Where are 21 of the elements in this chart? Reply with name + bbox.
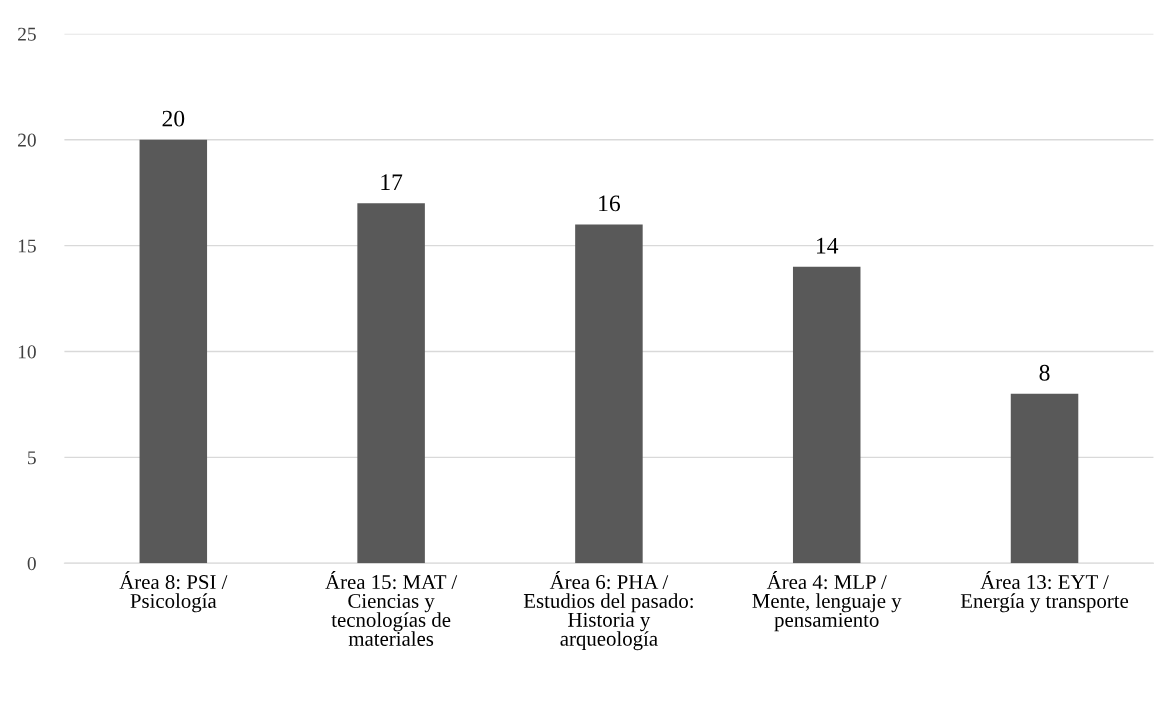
bar (1010, 393, 1079, 564)
x-tick-label: Área 6: PHA / Estudios del pasado: Historia y arqueología (523, 571, 693, 651)
x-tick-label: Área 4: MLP / Mente, lenguaje y pensamiento (752, 571, 902, 632)
data-label: 8 (1039, 364, 1050, 381)
y-tick-label: 15 (18, 239, 36, 253)
bar (792, 266, 861, 564)
x-tick-label: Área 15: MAT / Ciencias y tecnologías de materiales (325, 571, 458, 646)
data-label: 14 (817, 237, 839, 254)
x-tick-label: Área 8: PSI / Psicología (119, 571, 228, 613)
data-label: 17 (381, 174, 403, 190)
bar (357, 203, 425, 564)
bar (575, 224, 643, 564)
y-tick-label: 0 (27, 557, 36, 571)
data-label: 16 (599, 195, 621, 212)
y-tick-label: 5 (28, 451, 36, 465)
bar (139, 139, 208, 564)
data-label: 20 (162, 110, 185, 127)
y-tick-label: 20 (18, 133, 36, 147)
y-tick-label: 25 (18, 27, 36, 41)
y-tick-label: 10 (18, 345, 36, 359)
x-tick-label: Área 13: EYT / Energía y transporte (960, 571, 1129, 613)
